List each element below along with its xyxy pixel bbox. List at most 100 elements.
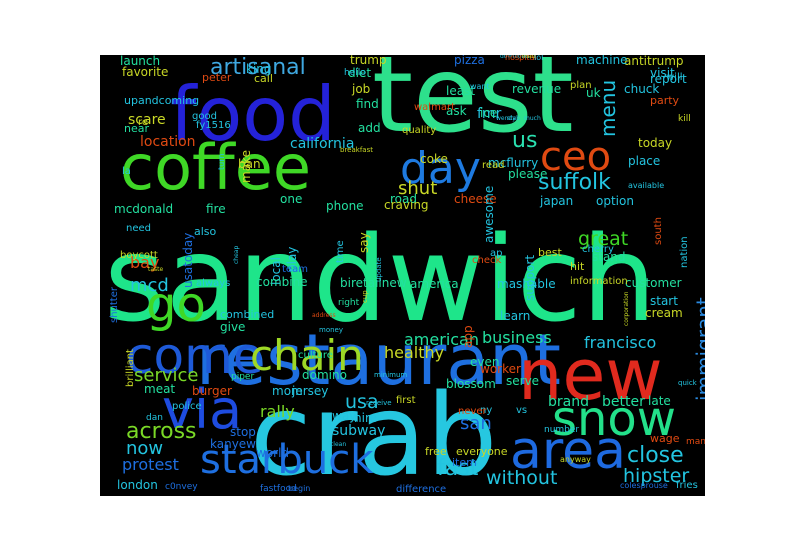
word-combine: combine: [256, 275, 308, 289]
word-turn: turn: [217, 153, 226, 170]
word-food: food: [170, 70, 336, 158]
word-item: item: [452, 456, 477, 469]
word-mcd: mcd: [130, 275, 169, 296]
word-vs: vs: [516, 405, 528, 416]
word-begin: begin: [288, 484, 311, 493]
word-team: team: [282, 264, 308, 275]
word-quick: quick: [678, 379, 697, 387]
word-anyway: anyway: [560, 455, 591, 464]
word-number: number: [544, 425, 580, 435]
word-start: start: [650, 294, 678, 308]
word-learn: learn: [500, 309, 531, 323]
word-stab: stab: [507, 115, 520, 122]
word-san: san: [460, 413, 492, 434]
word-taste: taste: [148, 266, 164, 273]
word-job: job: [352, 82, 371, 96]
word-go: go: [146, 277, 206, 333]
word-brand: brand: [548, 394, 589, 410]
word-add: add: [358, 121, 381, 135]
word-machine: machine: [576, 55, 628, 67]
word-meat: meat: [144, 382, 176, 396]
word-favorite: favorite: [122, 65, 169, 79]
word-fy1516: fy1516: [196, 120, 231, 131]
word-lol: lol: [534, 55, 544, 62]
word-culture: culture: [298, 350, 333, 361]
word-breakfast: breakfast: [340, 146, 373, 154]
word-way: way: [332, 409, 357, 423]
word-phone: phone: [326, 199, 364, 213]
word-hospital: hospital: [505, 55, 537, 62]
word-fmr: fmr: [477, 106, 502, 122]
word-healthy: healthy: [384, 343, 445, 362]
word-stand: stand: [592, 250, 626, 264]
word-us: us: [512, 128, 538, 153]
word-now: now: [126, 438, 164, 459]
word-world: world: [256, 446, 290, 460]
word-ask: ask: [446, 104, 467, 118]
word-cloud-panel: sandwich test crab restaurant food coffee new c…: [100, 55, 705, 496]
word-mad: mad: [522, 55, 536, 60]
word-address: address: [312, 312, 336, 319]
word-update: update: [375, 257, 383, 282]
word-california: california: [290, 136, 355, 152]
word-cheese: cheese: [454, 192, 497, 206]
word-hipster: hipster: [623, 465, 690, 487]
word-wage: wage: [650, 432, 680, 445]
word-london: london: [117, 478, 158, 492]
word-coffee: coffee: [120, 131, 312, 204]
word-option: option: [596, 194, 634, 208]
word-worker: worker: [480, 362, 521, 376]
word-fire: fire: [206, 202, 226, 216]
word-say: say: [357, 232, 371, 253]
word-awesome: awesome: [482, 185, 496, 243]
word-even: even: [470, 355, 500, 369]
word-man: man: [686, 437, 705, 447]
word-test: test: [372, 55, 574, 156]
word-trump: trump: [350, 55, 387, 67]
word-hello: hello: [344, 68, 366, 78]
word-colesprouse: colesprouse: [620, 481, 668, 490]
word-much: much: [524, 115, 541, 122]
word-biretailnew: biretailnew: [340, 276, 407, 290]
word-check: check: [472, 255, 502, 266]
word-mcdonald: mcdonald: [114, 202, 174, 216]
word-sandwich: sandwich: [104, 210, 657, 348]
word-also: also: [194, 225, 217, 238]
word-plan: plan: [570, 80, 592, 91]
word-money: money: [319, 326, 343, 334]
word-party: party: [650, 94, 680, 107]
word-find: find: [356, 97, 379, 111]
word-please: please: [508, 167, 548, 181]
word-mom: mom: [272, 384, 303, 398]
word-uk: uk: [586, 86, 601, 100]
word-good: good: [192, 111, 217, 122]
word-everyone: everyone: [456, 445, 508, 458]
word-time: time: [335, 240, 346, 263]
word-scare: scare: [128, 112, 166, 128]
word-hire: hire: [354, 411, 377, 425]
word-crab: crab: [250, 371, 498, 496]
word-give: give: [220, 320, 246, 334]
word-launch: launch: [120, 55, 161, 68]
word-artisanal: artisanal: [210, 55, 306, 80]
word-available: available: [628, 181, 665, 190]
word-pizza: pizza: [454, 55, 485, 67]
word-kill: kill: [678, 114, 691, 124]
word-boycott: boycott: [120, 250, 158, 261]
word-day: day: [400, 143, 481, 194]
word-fast: fast: [437, 456, 479, 481]
word-better: better: [602, 394, 645, 410]
word-area: area: [510, 421, 626, 481]
word-customer: customer: [625, 276, 682, 290]
word-road: road: [390, 192, 417, 206]
word-visit: visit: [650, 66, 675, 80]
word-re: re: [138, 117, 149, 128]
word-fries: fries: [676, 480, 698, 491]
word-read: read: [482, 160, 505, 171]
word-across: across: [126, 419, 197, 444]
word-cream: cream: [645, 306, 683, 320]
word-free: free: [425, 445, 447, 458]
word-american: american: [404, 330, 479, 349]
word-ap: ap: [490, 248, 503, 259]
word-burger: burger: [192, 384, 232, 398]
